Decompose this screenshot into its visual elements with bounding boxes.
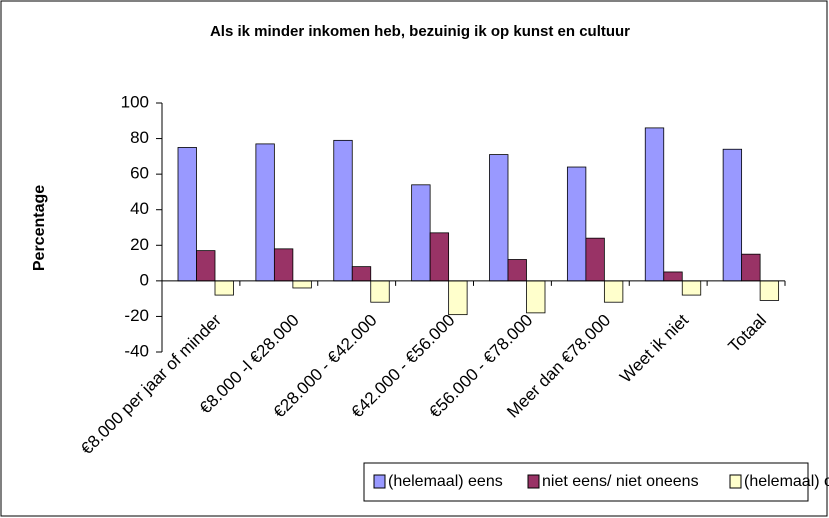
bar [351, 266, 372, 282]
y-tick-label: 80 [130, 128, 149, 147]
legend-label: (helemaal) oneens [744, 473, 829, 490]
bar [448, 280, 468, 316]
bar [644, 127, 665, 282]
y-tick-label: 60 [130, 164, 149, 183]
bar [370, 280, 390, 303]
bar [722, 148, 743, 282]
bar [603, 280, 624, 303]
y-tick-label: -20 [124, 306, 149, 325]
bar [585, 237, 605, 282]
chart-title: Als ik minder inkomen heb, bezuinig ik o… [210, 23, 630, 40]
bar [411, 184, 431, 282]
y-tick-label: 20 [130, 235, 149, 254]
y-axis-label: Percentage [31, 185, 48, 271]
bar [196, 250, 216, 282]
bar [489, 154, 509, 282]
y-tick-label: 0 [140, 270, 149, 289]
bar [177, 147, 197, 282]
bar [526, 280, 546, 314]
bar [273, 248, 294, 282]
legend-label: niet eens/ niet oneens [542, 473, 699, 490]
bar [681, 280, 702, 296]
bar [429, 232, 450, 282]
bar [255, 143, 275, 282]
legend-swatch [373, 474, 386, 489]
bar [741, 253, 761, 282]
bar [292, 280, 312, 289]
bar [507, 259, 527, 282]
y-tick-label: 100 [121, 92, 149, 111]
bar [663, 271, 683, 282]
bar [214, 280, 234, 296]
bar [333, 139, 353, 282]
y-tick-label: 40 [130, 199, 149, 218]
y-tick-label: -40 [124, 341, 149, 360]
bar [759, 280, 780, 301]
legend-swatch [527, 474, 540, 489]
legend-label: (helemaal) eens [388, 473, 503, 490]
bar [566, 166, 587, 282]
legend-swatch [729, 474, 742, 489]
